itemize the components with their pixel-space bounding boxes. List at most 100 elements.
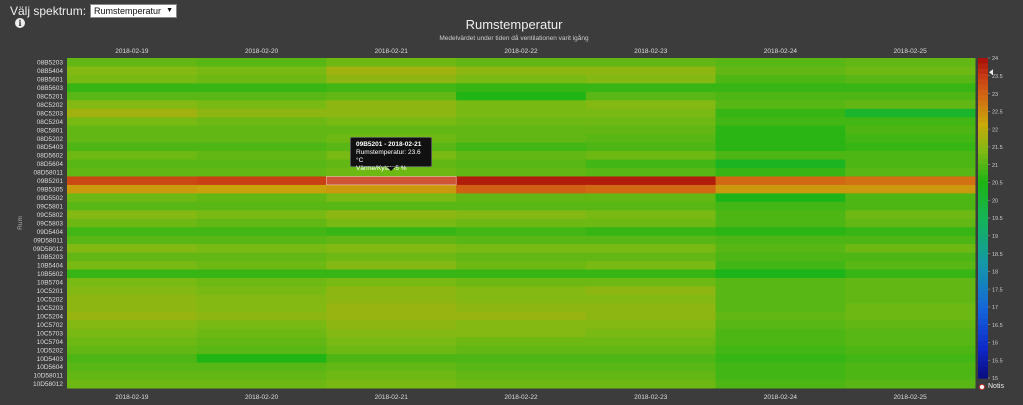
- heatmap-cell: [67, 328, 198, 338]
- heatmap-cell: [456, 354, 587, 364]
- heatmap-cell: [196, 168, 327, 177]
- colorbar-segment: [978, 79, 988, 86]
- colorbar-segment: [978, 292, 988, 299]
- heatmap-cell: [715, 176, 846, 186]
- x-tick-label-bottom: 2018-02-23: [634, 394, 668, 401]
- heatmap-cell: [585, 151, 717, 161]
- heatmap-cell: [585, 58, 717, 67]
- heatmap-cell: [456, 286, 587, 296]
- colorbar-tick-label: 16: [992, 341, 998, 347]
- heatmap-cell: [456, 66, 587, 76]
- colorbar-tick-label: 22: [992, 127, 998, 133]
- notis-legend[interactable]: Notis: [979, 383, 1004, 390]
- heatmap-cell: [845, 294, 976, 304]
- heatmap-cell: [196, 345, 327, 355]
- colorbar-segment: [978, 335, 988, 342]
- heatmap-cell: [326, 83, 457, 93]
- heatmap-cell: [585, 74, 717, 84]
- heatmap-cell: [845, 269, 976, 279]
- heatmap-cell: [326, 227, 457, 237]
- heatmap-cell: [67, 261, 198, 271]
- y-tick-label: 10B5203: [37, 254, 63, 261]
- heatmap-cell: [196, 83, 327, 93]
- heatmap-cell: [326, 100, 457, 110]
- heatmap-cell: [67, 311, 198, 321]
- colorbar-segment: [978, 244, 988, 251]
- heatmap-cell: [67, 227, 198, 237]
- heatmap-cell: [585, 184, 717, 194]
- heatmap-cell: [715, 108, 846, 118]
- colorbar-segment: [978, 324, 988, 331]
- heatmap-cell: [326, 311, 457, 321]
- colorbar-segment: [978, 207, 988, 214]
- heatmap-cell: [326, 117, 457, 127]
- heatmap-cell: [196, 184, 327, 194]
- heatmap-cell: [326, 354, 457, 364]
- heatmap-cell: [585, 218, 717, 228]
- heatmap-cell: [67, 286, 198, 296]
- heatmap-cell: [456, 201, 587, 211]
- heatmap-cell: [326, 193, 457, 203]
- colorbar-segment: [978, 95, 988, 102]
- heatmap-cell: [585, 286, 717, 296]
- heatmap-cell: [326, 176, 457, 186]
- y-tick-label: 08B5603: [37, 85, 63, 92]
- heatmap-cell: [845, 345, 976, 355]
- heatmap-cell: [456, 252, 587, 262]
- colorbar-segment: [978, 100, 988, 107]
- colorbar-segment: [978, 84, 988, 91]
- heatmap-cell: [326, 286, 457, 296]
- y-tick-label: 10B5404: [37, 263, 63, 270]
- heatmap-cell: [715, 362, 846, 372]
- heatmap-cell: [585, 345, 717, 355]
- heatmap-cell: [67, 244, 198, 254]
- heatmap-cell: [715, 83, 846, 93]
- y-tick-label: 08C5801: [37, 127, 64, 134]
- heatmap-cell: [715, 66, 846, 76]
- spectrum-dropdown[interactable]: Rumstemperatur ▼: [90, 4, 177, 18]
- heatmap-cell: [67, 303, 198, 313]
- spectrum-label: Välj spektrum:: [10, 4, 87, 18]
- colorbar-segment: [978, 250, 988, 256]
- heatmap-cell: [196, 311, 327, 321]
- colorbar-segment: [978, 127, 988, 134]
- heatmap-cell: [67, 184, 198, 194]
- heatmap-cell: [585, 108, 717, 118]
- heatmap-cell: [67, 100, 198, 110]
- heatmap-cell: [845, 168, 976, 177]
- heatmap-cell: [67, 201, 198, 211]
- heatmap-cell: [845, 328, 976, 338]
- colorbar-segment: [978, 63, 988, 70]
- heatmap-cell: [67, 218, 198, 228]
- heatmap-cell: [196, 218, 327, 228]
- heatmap-cell: [585, 354, 717, 364]
- heatmap-cell: [196, 294, 327, 304]
- y-tick-label: 10D5202: [37, 347, 64, 354]
- colorbar-tick-label: 15: [992, 376, 998, 382]
- colorbar-segment: [978, 159, 988, 166]
- heatmap-cell: [715, 151, 846, 161]
- heatmap-cell: [715, 379, 846, 389]
- heatmap-cell: [456, 337, 587, 347]
- colorbar-tick-label: 22.5: [992, 110, 1003, 116]
- heatmap-cell: [326, 218, 457, 228]
- y-tick-label: 08B5601: [37, 77, 63, 84]
- info-icon[interactable]: i: [15, 18, 25, 28]
- heatmap-cell: [845, 286, 976, 296]
- heatmap-cell: [196, 244, 327, 254]
- heatmap-cell: [196, 108, 327, 118]
- heatmap-cell: [456, 74, 587, 84]
- heatmap-cell: [196, 320, 327, 330]
- y-tick-label: 09B5305: [37, 187, 63, 194]
- heatmap-cell: [585, 117, 717, 127]
- x-tick-label-bottom: 2018-02-21: [375, 394, 409, 401]
- heatmap-cell: [585, 176, 717, 186]
- heatmap-cell: [845, 142, 976, 152]
- colorbar-segment: [978, 239, 988, 246]
- heatmap-cell: [196, 286, 327, 296]
- heatmap-cell: [585, 278, 717, 287]
- heatmap-cell: [585, 362, 717, 372]
- heatmap-cell: [326, 108, 457, 118]
- y-tick-label: 08C5201: [37, 93, 64, 100]
- heatmap-cell: [585, 100, 717, 110]
